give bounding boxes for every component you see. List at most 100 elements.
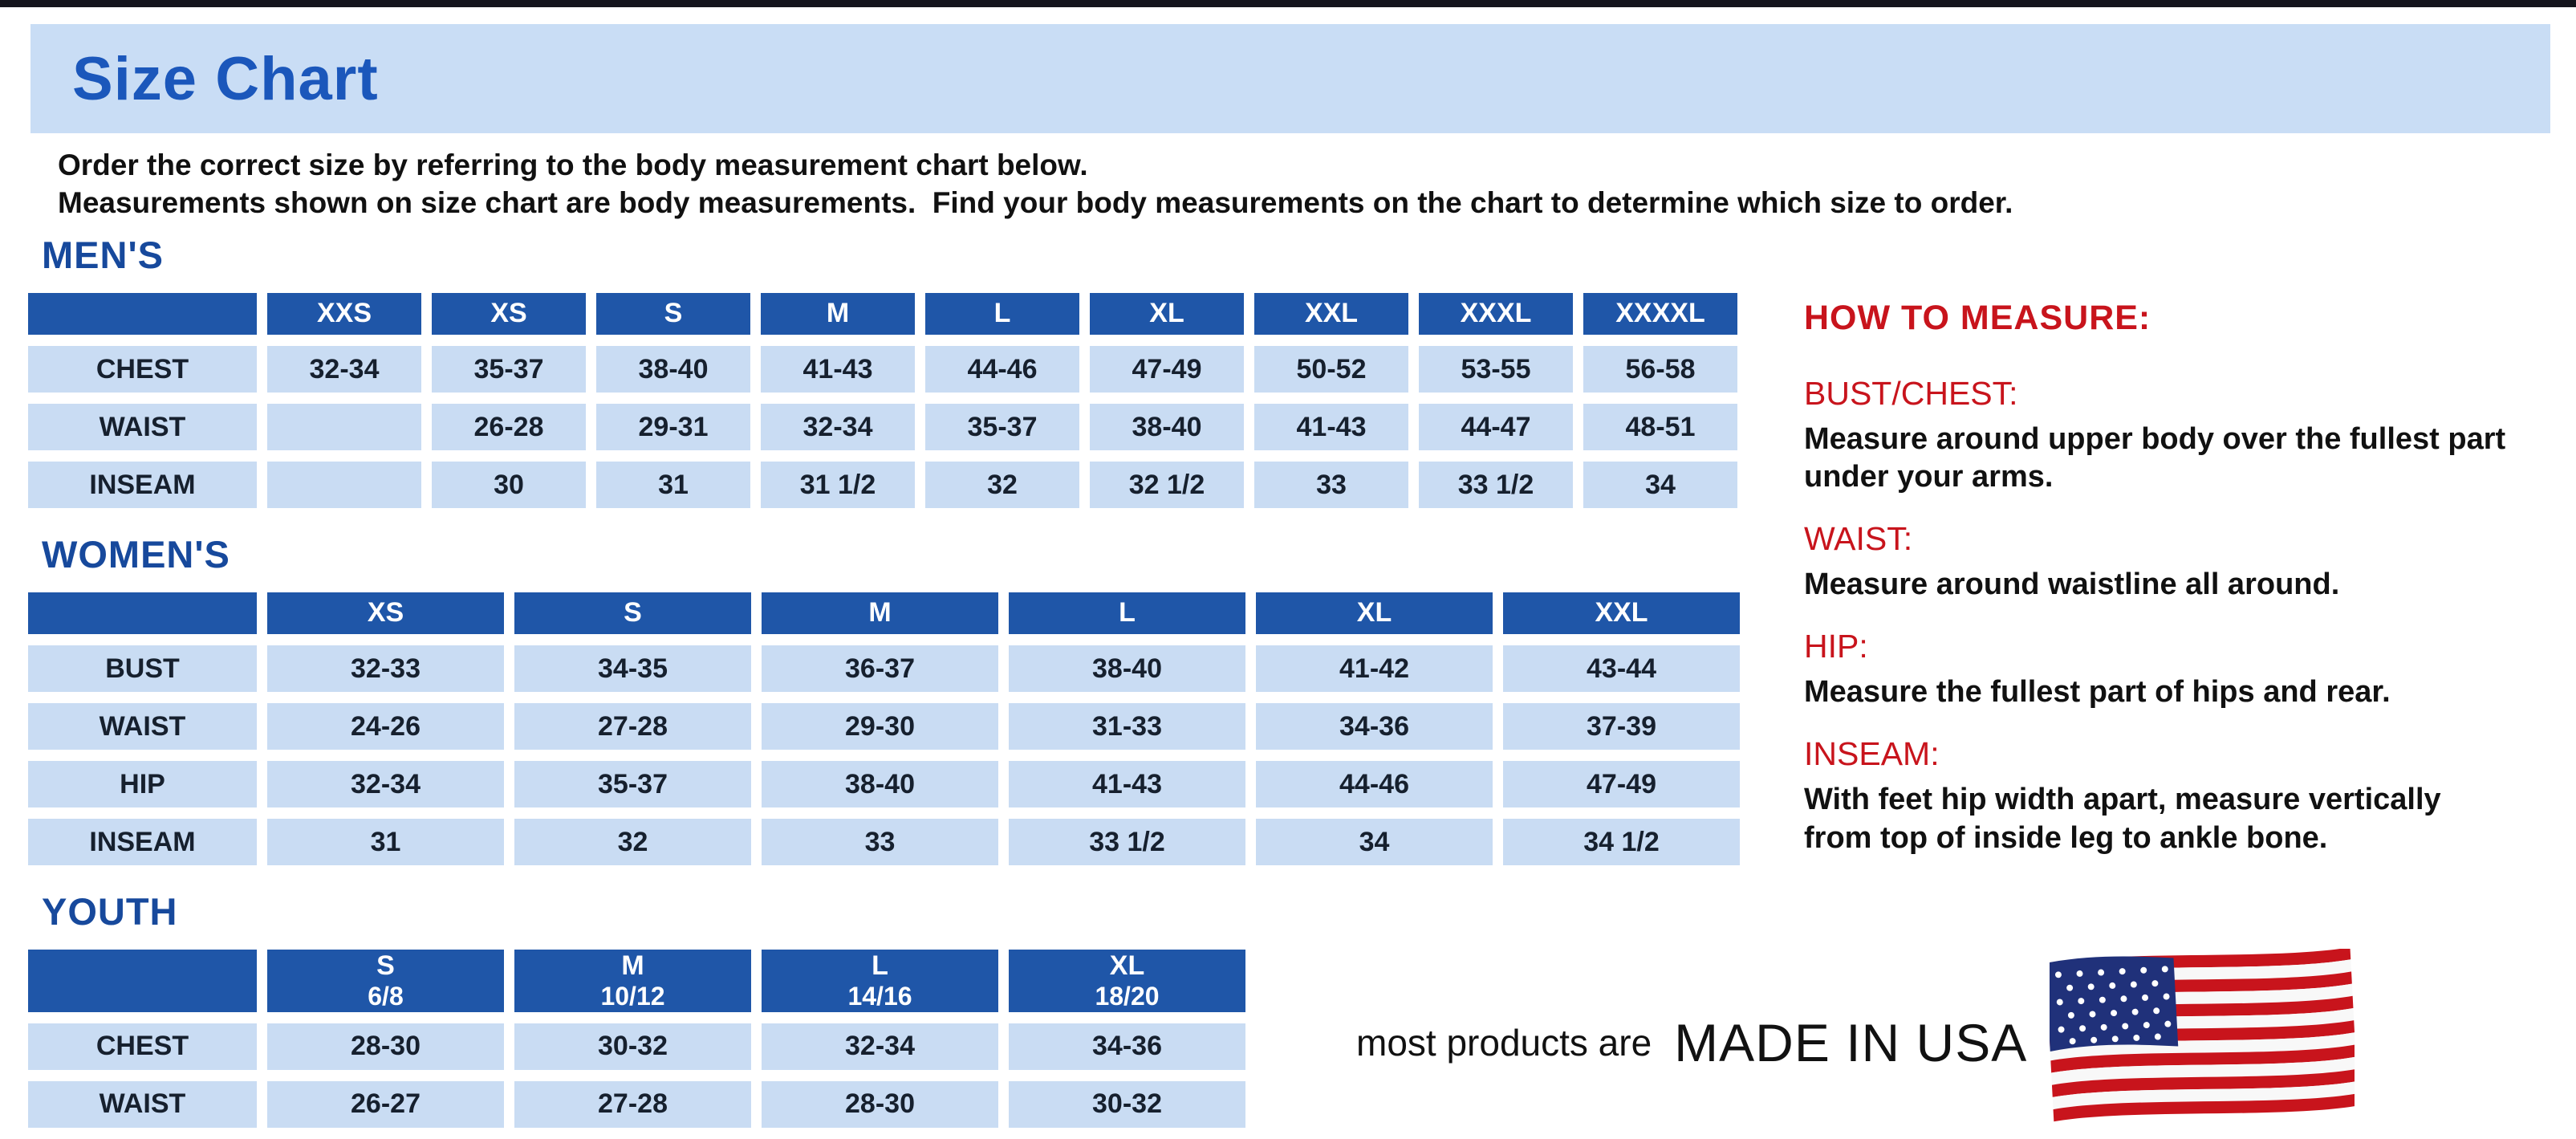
table-corner-cell: [28, 950, 257, 1012]
measure-label: WAIST:: [1804, 520, 1913, 558]
size-header-cell: XS: [267, 592, 504, 634]
value-cell: 48-51: [1583, 404, 1737, 450]
value-cell: 43-44: [1503, 645, 1740, 692]
size-header-cell: L: [925, 293, 1079, 335]
value-cell: 26-27: [267, 1080, 504, 1128]
value-cell: 34: [1256, 819, 1493, 865]
measure-text: Measure around waistline all around.: [1804, 567, 2340, 602]
top-border-rule: [0, 0, 2576, 7]
value-cell: 35-37: [432, 346, 586, 393]
intro-line-2: Measurements shown on size chart are bod…: [58, 186, 2013, 220]
womens-size-table: XS S M L XL XXL BUST 32-33 34-35 36-37 38-40 41-42 4…: [18, 581, 1750, 877]
value-cell: 41-43: [1009, 761, 1245, 807]
row-label-cell: WAIST: [28, 703, 257, 750]
value-cell: 32-34: [267, 346, 421, 393]
value-cell: 33 1/2: [1419, 462, 1573, 508]
value-cell: 31-33: [1009, 703, 1245, 750]
made-in-usa-prefix-text: most products are: [1356, 1021, 1652, 1064]
value-cell: 41-42: [1256, 645, 1493, 692]
measure-label: INSEAM:: [1804, 735, 1940, 773]
size-header-cell: XXL: [1254, 293, 1408, 335]
value-cell: 37-39: [1503, 703, 1740, 750]
size-header-cell: S: [514, 592, 751, 634]
value-cell: 32-33: [267, 645, 504, 692]
size-header-cell: XL 18/20: [1009, 950, 1245, 1012]
value-cell: 27-28: [514, 1080, 751, 1128]
value-cell: 36-37: [762, 645, 998, 692]
size-tables-column: MEN'S XXS XS S M L XL XXL XXXL XXXXL CHEST 32-34 35…: [18, 233, 1783, 1139]
value-cell: 24-26: [267, 703, 504, 750]
value-cell: 38-40: [596, 346, 750, 393]
measure-section-inseam: INSEAM: With feet hip width apart, measu…: [1804, 735, 2550, 856]
intro-text: Order the correct size by referring to t…: [58, 146, 2529, 222]
value-cell: 29-30: [762, 703, 998, 750]
size-header-cell: XXXL: [1419, 293, 1573, 335]
size-header-cell: XXL: [1503, 592, 1740, 634]
value-cell: [267, 404, 421, 450]
value-cell: 30-32: [514, 1023, 751, 1070]
measure-label: HIP:: [1804, 628, 1868, 665]
value-cell: 34-35: [514, 645, 751, 692]
youth-size-section: YOUTH S 6/8 M 10/12 L 14/16 XL 18/20 CHEST 28-30 3…: [18, 889, 1783, 1139]
value-cell: 53-55: [1419, 346, 1573, 393]
row-label-cell: INSEAM: [28, 462, 257, 508]
size-header-cell: L 14/16: [762, 950, 998, 1012]
table-corner-cell: [28, 592, 257, 634]
value-cell: 32-34: [267, 761, 504, 807]
value-cell: 32 1/2: [1090, 462, 1244, 508]
value-cell: 31: [596, 462, 750, 508]
value-cell: 47-49: [1503, 761, 1740, 807]
value-cell: 35-37: [514, 761, 751, 807]
measure-section-bust-chest: BUST/CHEST: Measure around upper body ov…: [1804, 375, 2550, 496]
size-header-cell: M: [761, 293, 915, 335]
youth-section-heading: YOUTH: [42, 890, 178, 933]
intro-line-1: Order the correct size by referring to t…: [58, 148, 1088, 181]
size-header-cell: M 10/12: [514, 950, 751, 1012]
measure-section-waist: WAIST: Measure around waistline all arou…: [1804, 520, 2550, 604]
value-cell: [267, 462, 421, 508]
value-cell: 32: [514, 819, 751, 865]
table-row: BUST 32-33 34-35 36-37 38-40 41-42 43-44: [28, 645, 1740, 692]
value-cell: 34 1/2: [1503, 819, 1740, 865]
mens-size-table: XXS XS S M L XL XXL XXXL XXXXL CHEST 32-34 35-37 38-…: [18, 282, 1748, 519]
page-title: Size Chart: [72, 44, 379, 113]
value-cell: 41-43: [761, 346, 915, 393]
how-to-measure-heading: HOW TO MEASURE:: [1804, 299, 2151, 337]
value-cell: 28-30: [267, 1023, 504, 1070]
value-cell: 41-43: [1254, 404, 1408, 450]
size-header-cell: S: [596, 293, 750, 335]
value-cell: 26-28: [432, 404, 586, 450]
value-cell: 33: [1254, 462, 1408, 508]
value-cell: 50-52: [1254, 346, 1408, 393]
size-header-cell: XS: [432, 293, 586, 335]
page-title-band: Size Chart: [30, 24, 2550, 133]
value-cell: 29-31: [596, 404, 750, 450]
table-row: CHEST 32-34 35-37 38-40 41-43 44-46 47-49 50-52…: [28, 346, 1737, 393]
value-cell: 31 1/2: [761, 462, 915, 508]
value-cell: 38-40: [1009, 645, 1245, 692]
value-cell: 31: [267, 819, 504, 865]
measure-label: BUST/CHEST:: [1804, 375, 2018, 412]
made-in-usa-text: MADE IN USA: [1674, 1012, 2028, 1072]
value-cell: 56-58: [1583, 346, 1737, 393]
table-row: INSEAM 30 31 31 1/2 32 32 1/2 33 33 1/2 34: [28, 462, 1737, 508]
size-header-cell: XXS: [267, 293, 421, 335]
value-cell: 28-30: [762, 1080, 998, 1128]
table-row: INSEAM 31 32 33 33 1/2 34 34 1/2: [28, 819, 1740, 865]
row-label-cell: WAIST: [28, 1080, 257, 1128]
row-label-cell: WAIST: [28, 404, 257, 450]
value-cell: 32-34: [761, 404, 915, 450]
value-cell: 27-28: [514, 703, 751, 750]
size-header-cell: M: [762, 592, 998, 634]
value-cell: 33: [762, 819, 998, 865]
table-row: WAIST 24-26 27-28 29-30 31-33 34-36 37-39: [28, 703, 1740, 750]
value-cell: 44-47: [1419, 404, 1573, 450]
table-row: HIP 32-34 35-37 38-40 41-43 44-46 47-49: [28, 761, 1740, 807]
table-row: WAIST 26-27 27-28 28-30 30-32: [28, 1080, 1245, 1128]
value-cell: 34-36: [1009, 1023, 1245, 1070]
value-cell: 32-34: [762, 1023, 998, 1070]
value-cell: 47-49: [1090, 346, 1244, 393]
value-cell: 34-36: [1256, 703, 1493, 750]
made-in-usa-footer: most products are MADE IN USA: [1356, 949, 2355, 1125]
size-header-cell: XL: [1090, 293, 1244, 335]
